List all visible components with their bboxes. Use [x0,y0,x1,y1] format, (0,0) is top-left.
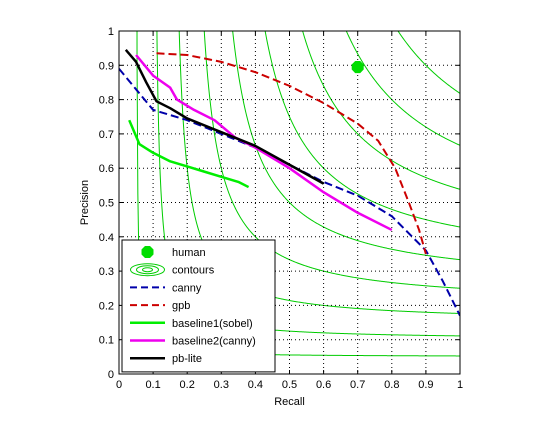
legend-contour-ring [136,265,159,275]
legend-label-baseline1-sobel: baseline1(sobel) [172,318,253,330]
legend-label-canny: canny [172,282,202,294]
y-tick-label: 1 [108,26,114,38]
contour-line [302,31,460,190]
legend-contour-ring [130,263,165,277]
x-tick-label: 0.9 [418,379,433,391]
y-tick-label: 0.4 [99,232,114,244]
x-tick-label: 0.2 [180,379,195,391]
contour-line [264,31,460,228]
legend-label-pb-lite: pb-lite [172,353,202,365]
y-tick-label: 0.6 [99,163,114,175]
series-line-pb-lite [124,49,325,185]
x-tick-label: 0.6 [316,379,331,391]
x-tick-label: 1 [457,379,463,391]
legend-contour-ring [142,267,153,273]
series-line-gpb [156,52,427,255]
y-tick-label: 0.2 [99,300,114,312]
y-tick-label: 0.8 [99,95,114,107]
x-tick-label: 0.5 [282,379,297,391]
legend-swatch-contours [130,263,165,277]
series-group [119,49,460,317]
legend-swatch-human [141,246,154,258]
y-tick-label: 0.5 [99,198,114,210]
x-tick-label: 0.1 [145,379,160,391]
x-axis-label: Recall [274,396,305,408]
contour-line [232,31,460,261]
legend-label-human: human [172,247,206,259]
legend-label-baseline2-canny: baseline2(canny) [172,336,256,348]
y-tick-label: 0.1 [99,335,114,347]
y-tick-label: 0 [108,369,114,381]
x-tick-label: 0.8 [384,379,399,391]
series-line-baseline2-canny [135,54,393,232]
y-axis-label: Precision [79,180,91,225]
y-tick-label: 0.3 [99,266,114,278]
x-tick-label: 0.4 [248,379,263,391]
contour-line [397,31,460,94]
ticks: 0 0.1 0.2 0.3 0.4 0.5 0.6 0.7 0.8 0.9 1 0 0.1 0.2 0.3 0… [99,26,463,391]
y-tick-label: 0.7 [99,129,114,141]
x-tick-label: 0.7 [350,379,365,391]
legend-label-gpb: gpb [172,300,190,312]
y-tick-label: 0.9 [99,60,114,72]
x-tick-label: 0.3 [214,379,229,391]
series-point-human [351,61,364,74]
series-line-baseline1-sobel [128,119,250,189]
legend-label-contours: contours [172,265,215,277]
x-tick-label: 0 [116,379,122,391]
legend: human contours canny gpb baseline1(sobel) bas… [121,239,276,373]
